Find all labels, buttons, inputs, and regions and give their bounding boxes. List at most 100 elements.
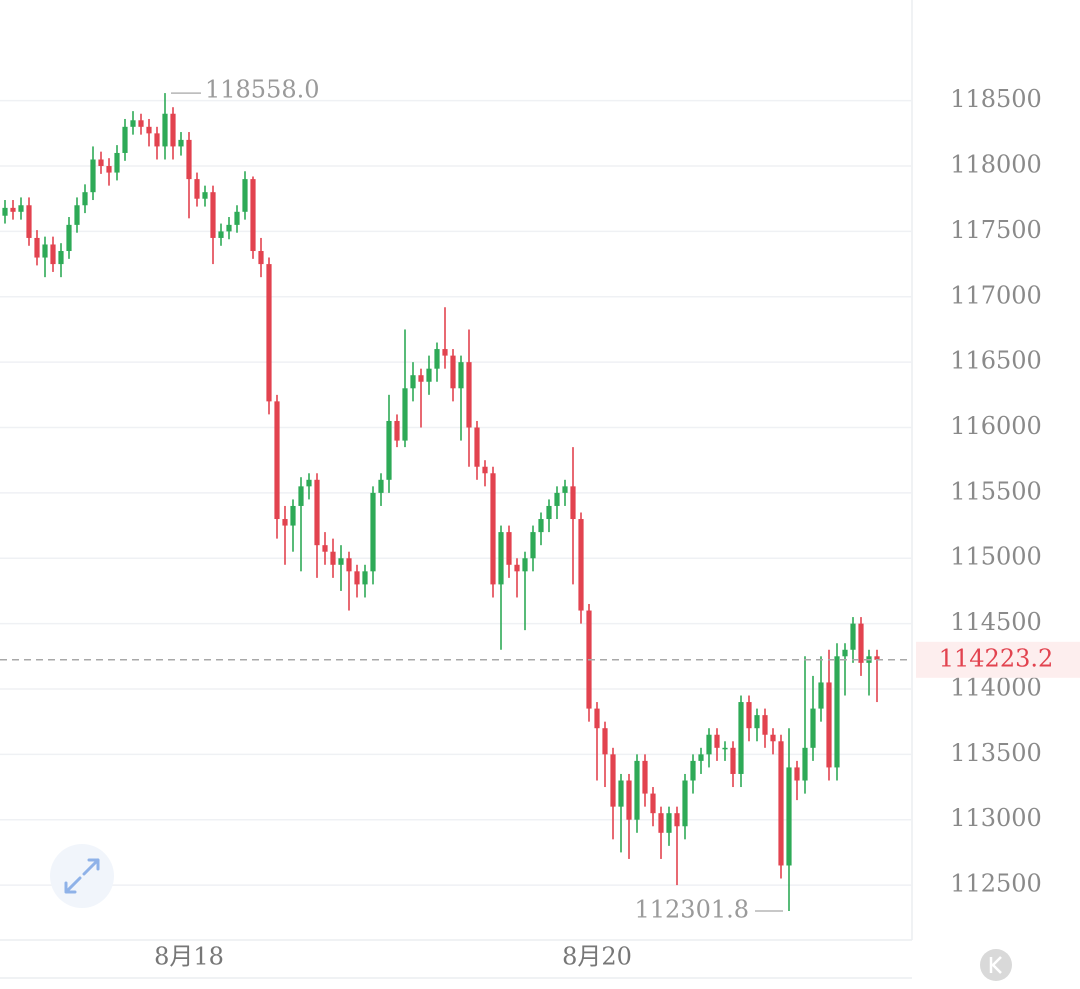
candle-body <box>602 728 608 755</box>
candle-body <box>810 708 816 748</box>
candle-body <box>626 780 632 820</box>
candle-body <box>850 623 856 650</box>
candle-body <box>538 519 544 533</box>
y-tick-label: 115000 <box>950 543 1042 571</box>
candle-body <box>138 120 144 127</box>
candle-body <box>738 702 744 774</box>
candle-body <box>402 388 408 441</box>
candle-body <box>82 192 88 206</box>
candle-body <box>610 754 616 807</box>
candle-body <box>802 747 808 781</box>
y-tick-label: 115500 <box>950 477 1042 505</box>
candle-body <box>786 767 792 866</box>
candle-body <box>242 179 248 212</box>
candle-body <box>762 715 768 735</box>
candle-body <box>642 760 648 794</box>
candle-body <box>130 120 136 127</box>
candle-body <box>666 813 672 833</box>
last-price-box <box>916 641 1080 678</box>
candle-body <box>434 349 440 369</box>
candle-body <box>426 368 432 382</box>
candle-body <box>218 231 224 238</box>
grid <box>0 99 912 886</box>
candle-body <box>66 224 72 252</box>
candle-body <box>514 564 520 572</box>
y-tick-label: 112500 <box>950 870 1042 898</box>
candle-body <box>498 532 504 585</box>
candle-body <box>34 237 40 258</box>
candle-body <box>58 251 64 265</box>
y-tick-label: 116500 <box>950 347 1042 375</box>
candle-body <box>170 113 176 147</box>
k-button[interactable] <box>980 949 1012 981</box>
candle-body <box>26 205 32 238</box>
candle-body <box>418 375 424 382</box>
candle-body <box>234 211 240 225</box>
x-tick-label: 8月20 <box>562 943 632 971</box>
candle-body <box>578 519 584 611</box>
y-tick-label: 114500 <box>950 608 1042 636</box>
candle-body <box>386 420 392 480</box>
candle-body <box>346 558 352 572</box>
candle-body <box>698 754 704 761</box>
candle-body <box>122 126 128 153</box>
annotation: 112301.8 <box>634 896 749 924</box>
candle-body <box>778 741 784 866</box>
candle-body <box>770 734 776 742</box>
candle-body <box>754 715 760 729</box>
candle-body <box>834 656 840 768</box>
candle-body <box>466 362 472 428</box>
candle-body <box>322 545 328 552</box>
candle-body <box>658 813 664 833</box>
candle-body <box>306 479 312 487</box>
candle-body <box>266 264 272 402</box>
y-tick-label: 118500 <box>950 85 1042 113</box>
expand-button[interactable] <box>50 844 114 908</box>
candle-body <box>442 349 448 356</box>
candle-body <box>474 427 480 467</box>
candle-body <box>570 486 576 520</box>
candle-body <box>370 492 376 572</box>
candle-body <box>682 780 688 827</box>
candle-body <box>506 532 512 565</box>
candle-body <box>554 492 560 506</box>
candle-body <box>746 702 752 729</box>
candle-body <box>154 133 160 147</box>
candle-body <box>826 682 832 768</box>
candle-body <box>530 532 536 559</box>
candle-body <box>314 479 320 546</box>
candle-body <box>650 793 656 814</box>
candles <box>2 93 880 912</box>
candle-body <box>722 747 728 750</box>
candle-body <box>618 780 624 807</box>
y-tick-label: 113000 <box>950 804 1042 832</box>
candle-body <box>250 179 256 252</box>
y-tick-label: 114000 <box>950 673 1042 701</box>
candle-body <box>842 649 848 657</box>
candle-body <box>562 486 568 493</box>
candle-body <box>858 623 864 663</box>
candle-body <box>98 159 104 167</box>
candle-body <box>298 486 304 506</box>
candle-body <box>450 355 456 389</box>
candle-body <box>714 734 720 748</box>
candle-body <box>818 682 824 709</box>
candle-body <box>362 571 368 585</box>
candle-body <box>106 166 112 173</box>
x-tick-label: 8月18 <box>154 943 224 971</box>
candle-body <box>50 244 56 265</box>
candle-body <box>410 375 416 389</box>
y-tick-label: 113500 <box>950 739 1042 767</box>
candle-body <box>394 420 400 441</box>
candle-body <box>162 113 168 147</box>
candle-body <box>210 192 216 238</box>
candle-body <box>634 760 640 820</box>
candle-body <box>194 179 200 199</box>
candle-body <box>178 139 184 147</box>
candle-body <box>186 139 192 180</box>
candle-body <box>378 479 384 493</box>
candle-body <box>202 192 208 199</box>
